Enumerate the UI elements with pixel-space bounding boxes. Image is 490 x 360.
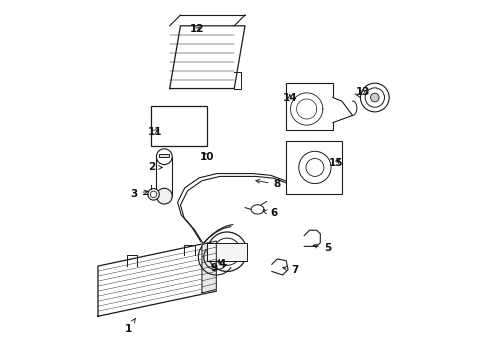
Polygon shape (202, 241, 216, 293)
Circle shape (207, 232, 247, 271)
Circle shape (156, 188, 172, 204)
Polygon shape (304, 230, 320, 246)
Text: 11: 11 (147, 127, 162, 136)
Text: 15: 15 (329, 158, 343, 168)
Circle shape (214, 238, 241, 265)
Circle shape (156, 149, 172, 165)
Text: 1: 1 (125, 319, 135, 334)
Text: 3: 3 (130, 189, 148, 199)
Bar (286, 83, 333, 130)
Bar (156, 157, 172, 196)
Text: 13: 13 (356, 87, 370, 97)
Circle shape (365, 88, 385, 107)
Circle shape (148, 189, 159, 200)
Circle shape (150, 191, 157, 198)
Text: 10: 10 (200, 152, 215, 162)
Bar (159, 154, 170, 157)
Circle shape (370, 93, 379, 102)
Polygon shape (333, 98, 353, 123)
Text: 9: 9 (211, 260, 220, 273)
Text: 8: 8 (256, 179, 281, 189)
Text: 5: 5 (313, 243, 331, 253)
Text: 4: 4 (218, 259, 225, 269)
Circle shape (306, 158, 324, 176)
Text: 6: 6 (263, 208, 277, 218)
Text: 7: 7 (283, 265, 299, 275)
Text: 14: 14 (283, 93, 297, 103)
Circle shape (299, 151, 331, 184)
Text: 12: 12 (189, 24, 204, 35)
Polygon shape (170, 26, 245, 89)
Bar (286, 140, 342, 194)
Polygon shape (272, 259, 288, 275)
Bar (151, 107, 207, 146)
Bar (207, 243, 247, 261)
Circle shape (361, 83, 389, 112)
Text: 2: 2 (148, 162, 162, 172)
Polygon shape (98, 241, 216, 316)
Circle shape (221, 246, 232, 257)
